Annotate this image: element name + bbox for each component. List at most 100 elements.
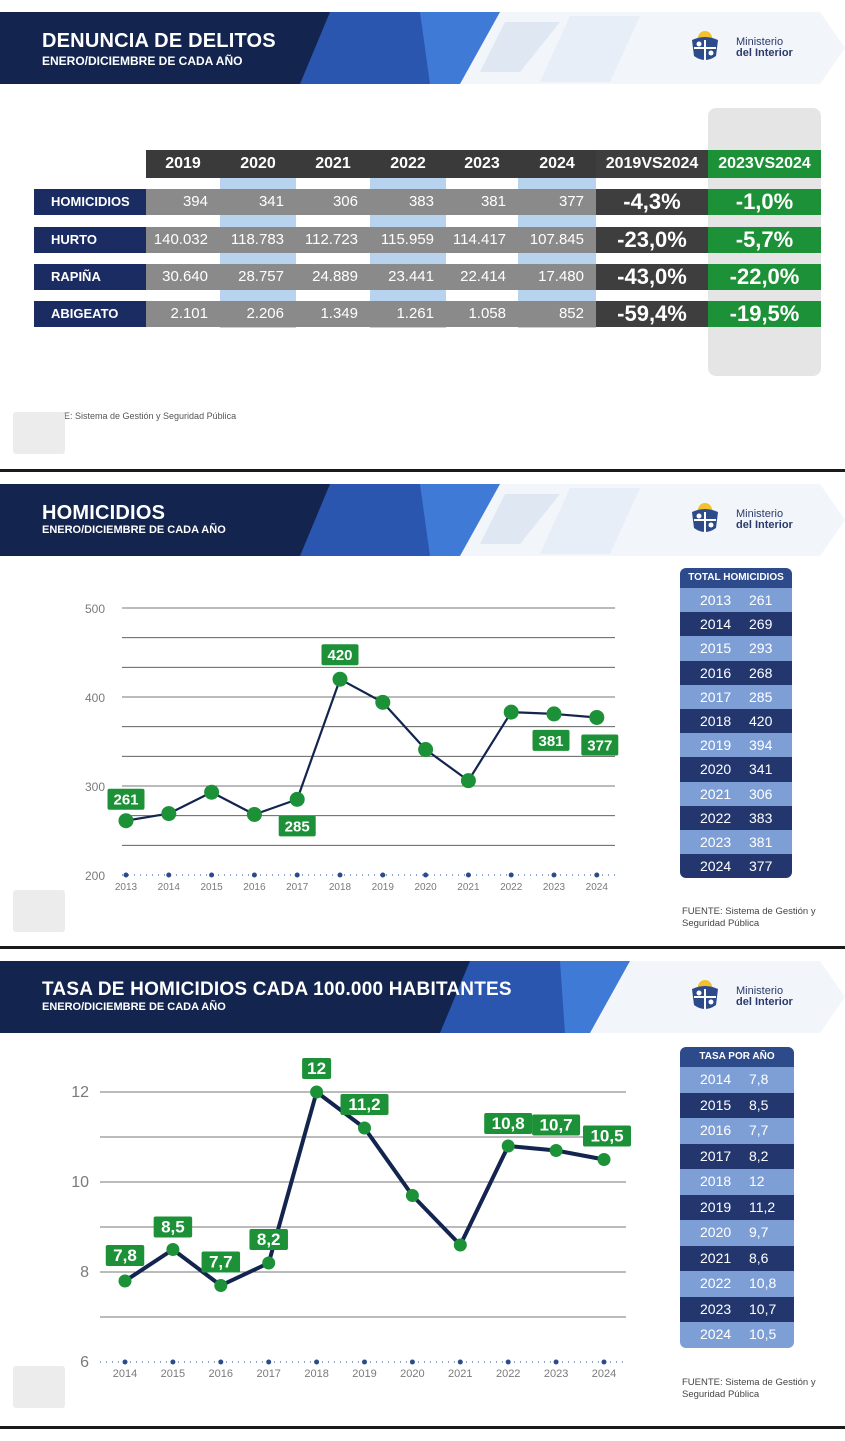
table-cell: 852	[558, 305, 584, 322]
side-table-row: 2022 10,8	[680, 1271, 794, 1297]
x-tick-dot	[123, 872, 129, 878]
data-label: 10,5	[590, 1127, 623, 1146]
value: 8,5	[749, 1096, 769, 1113]
x-tick-dot	[594, 872, 600, 878]
x-tick-dot	[601, 1359, 607, 1365]
data-label: 420	[327, 647, 352, 664]
side-table-row: 2020 341	[680, 757, 792, 782]
row-label: ABIGEATO	[34, 301, 146, 327]
table-cell: 2.206	[246, 305, 284, 322]
data-point	[161, 806, 177, 822]
column-header: 2019VS2024	[596, 150, 708, 178]
row-label: HOMICIDIOS	[34, 189, 146, 215]
side-table-row: 2016 7,7	[680, 1118, 794, 1144]
column-header: 2020	[240, 155, 276, 172]
table-cell: 24.889	[312, 268, 358, 285]
logo-line1: Ministerio	[736, 36, 784, 48]
table-header-bar	[146, 150, 596, 178]
banner-graphic	[0, 12, 845, 84]
side-table-row: 2019 394	[680, 733, 792, 758]
data-point	[375, 694, 391, 710]
year: 2020	[700, 1224, 732, 1240]
data-point	[405, 1189, 419, 1202]
row-background	[146, 264, 596, 290]
data-point	[166, 1243, 180, 1256]
y-tick-label: 10	[71, 1174, 89, 1191]
table-cell: 381	[480, 193, 506, 210]
data-label-box	[532, 1114, 581, 1136]
x-tick-dot	[122, 1359, 128, 1365]
x-tick-dot	[266, 1359, 272, 1365]
year: 2020	[700, 761, 732, 778]
year: 2019	[700, 1198, 732, 1215]
panel-subtitle: ENERO/DICIEMBRE DE CADA AÑO	[42, 54, 243, 68]
source-line1: FUENTE: Sistema de Gestión y	[682, 906, 816, 917]
x-tick-label: 2020	[400, 1368, 424, 1380]
ministry-logo: Ministerio del Interior	[686, 975, 826, 1019]
table-cell: 341	[258, 193, 284, 210]
x-tick-label: 2017	[286, 882, 309, 893]
x-tick-dot	[465, 872, 471, 878]
data-label: 285	[285, 818, 310, 835]
side-table-row: 2018 420	[680, 708, 792, 734]
column-header: 2023VS2024	[708, 150, 821, 178]
homicide-rate-line-chart: 6 8 10 12 2014 2015 2016 2017 2018 2019 2020 2021 20…	[71, 1058, 631, 1380]
side-table-row: 2021 306	[680, 781, 792, 806]
panel-title: HOMICIDIOS	[42, 502, 166, 524]
column-header: 2022	[390, 155, 426, 172]
x-tick-label: 2018	[329, 882, 352, 893]
data-label: 10,7	[540, 1116, 573, 1135]
homicides-panel: HOMICIDIOS ENERO/DICIEMBRE DE CADA AÑO M…	[0, 472, 845, 946]
x-tick-label: 2017	[256, 1368, 280, 1380]
table-cell: 1.261	[396, 305, 434, 322]
table-cell: 23.441	[388, 268, 434, 285]
value: 10,5	[749, 1326, 777, 1342]
header-banner: DENUNCIA DE DELITOS ENERO/DICIEMBRE DE C…	[0, 12, 845, 84]
side-table-row: 2016 268	[680, 660, 792, 685]
source-line1: FUENTE: Sistema de Gestión y	[682, 1377, 816, 1388]
x-tick-label: 2020	[414, 882, 437, 893]
data-label: 12	[307, 1059, 326, 1078]
value: 293	[749, 640, 773, 657]
data-label-box	[532, 729, 570, 751]
table-cell: 115.959	[380, 231, 434, 248]
panel-subtitle: ENERO/DICIEMBRE DE CADA AÑO	[42, 1001, 226, 1013]
data-label: 10,8	[492, 1114, 525, 1133]
x-tick-dot	[457, 1359, 463, 1365]
x-tick-dot	[314, 1359, 320, 1365]
source-line2: Seguridad Pública	[682, 918, 760, 929]
side-table-row: 2024 10,5	[680, 1322, 794, 1348]
header-banner: TASA DE HOMICIDIOS CADA 100.000 HABITANT…	[0, 961, 845, 1033]
year: 2018	[700, 1173, 732, 1189]
x-tick-label: 2015	[161, 1368, 185, 1380]
x-tick-dot	[551, 872, 557, 878]
x-tick-dot	[553, 1359, 559, 1365]
x-tick-dot	[380, 872, 386, 878]
table-cell: 118.783	[230, 231, 284, 248]
table-cell: 2.101	[170, 305, 208, 322]
year: 2016	[700, 1122, 732, 1138]
table-cell: 114.417	[452, 231, 506, 248]
data-point	[118, 1274, 132, 1288]
y-tick-label: 8	[80, 1264, 89, 1281]
side-table-row: 2017 285	[680, 684, 792, 709]
year: 2015	[700, 640, 732, 657]
homicide-rate-panel: TASA DE HOMICIDIOS CADA 100.000 HABITANT…	[0, 949, 845, 1426]
value: 377	[749, 858, 773, 875]
data-point	[418, 742, 434, 758]
data-label-box	[105, 1245, 145, 1266]
data-point	[501, 1139, 515, 1153]
data-label: 7,7	[209, 1253, 233, 1272]
change-2019-2024: -23,0%	[596, 227, 708, 253]
year: 2014	[700, 616, 732, 633]
table-cell: 107.845	[529, 231, 584, 248]
placeholder-square	[13, 412, 65, 454]
source-note: FUENTE: Sistema de Gestión y Seguridad P…	[682, 1377, 816, 1401]
placeholder-square	[13, 890, 65, 932]
data-label: 8,5	[161, 1218, 185, 1237]
data-point	[358, 1121, 371, 1135]
panel-title: DENUNCIA DE DELITOS	[42, 30, 276, 52]
side-table-row: 2021 8,6	[680, 1245, 794, 1271]
side-table-row: 2018 12	[680, 1169, 794, 1195]
x-tick-dot	[251, 872, 257, 878]
